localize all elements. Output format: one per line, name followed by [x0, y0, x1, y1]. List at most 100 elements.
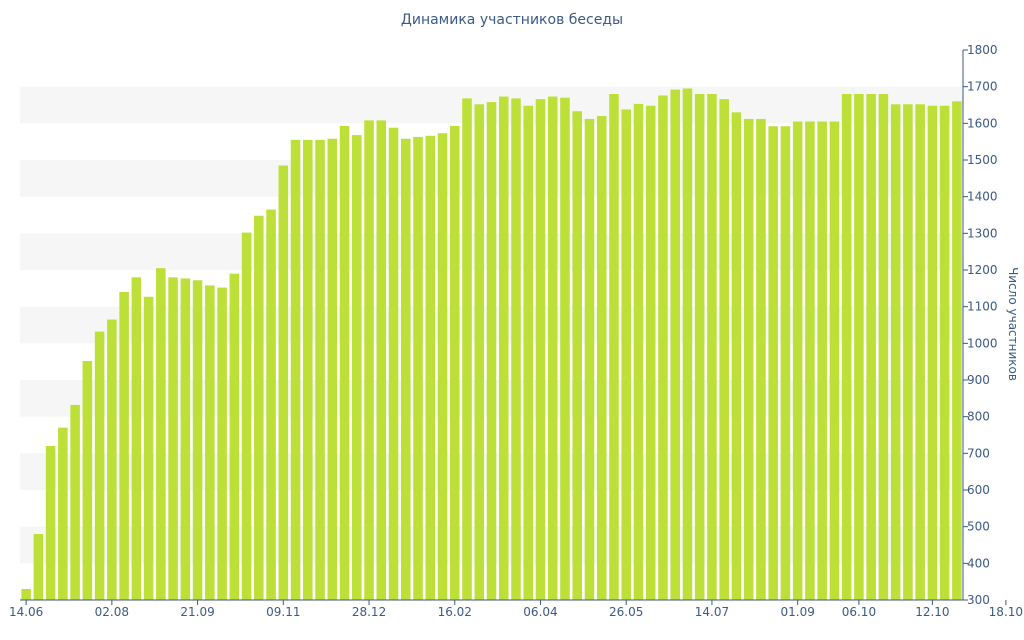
x-axis: 14.06 02.08 21.09 09.11 28.12 16.02 06.04 26.05…: [9, 599, 1023, 619]
bar[interactable]: [854, 94, 864, 600]
y-tick-label: 1500: [967, 153, 998, 167]
y-tick-label: 500: [967, 520, 990, 534]
y-tick-label: 1100: [967, 300, 998, 314]
bar[interactable]: [168, 277, 178, 600]
y-tick-label: 1800: [967, 43, 998, 57]
y-tick-label: 300: [967, 593, 990, 607]
bar[interactable]: [792, 121, 803, 601]
bar[interactable]: [780, 126, 791, 601]
bar[interactable]: [45, 446, 56, 600]
bar[interactable]: [756, 118, 766, 600]
bar[interactable]: [388, 127, 399, 600]
bar[interactable]: [498, 96, 509, 601]
bar[interactable]: [156, 268, 166, 600]
bar[interactable]: [866, 94, 876, 600]
y-tick-label: 1300: [967, 226, 998, 240]
bar[interactable]: [952, 101, 962, 600]
x-tick-label: 06.04: [523, 605, 557, 619]
bar[interactable]: [560, 97, 570, 601]
bar[interactable]: [413, 136, 423, 600]
bar[interactable]: [241, 232, 252, 600]
bar[interactable]: [743, 118, 754, 600]
bar[interactable]: [33, 534, 44, 600]
bar[interactable]: [903, 104, 913, 601]
x-tick-label: 01.09: [780, 605, 814, 619]
bar[interactable]: [707, 94, 717, 600]
bar[interactable]: [107, 319, 117, 601]
bar[interactable]: [180, 278, 191, 600]
bar[interactable]: [462, 98, 472, 601]
bar[interactable]: [547, 96, 558, 601]
x-tick-label: 16.02: [438, 605, 472, 619]
bar[interactable]: [364, 120, 374, 601]
bar[interactable]: [425, 135, 436, 601]
bar[interactable]: [82, 360, 93, 600]
bar[interactable]: [768, 126, 778, 601]
y-axis-title: Число участников: [1006, 267, 1020, 381]
bar[interactable]: [278, 165, 289, 601]
bar[interactable]: [339, 125, 350, 601]
bar[interactable]: [523, 105, 534, 600]
bar[interactable]: [817, 121, 827, 601]
bars-group: [21, 88, 962, 601]
bar[interactable]: [474, 104, 485, 601]
bar[interactable]: [658, 95, 668, 600]
bar[interactable]: [486, 102, 497, 601]
bar[interactable]: [633, 103, 644, 601]
bar[interactable]: [217, 287, 227, 600]
bar[interactable]: [58, 427, 68, 600]
x-tick-label: 21.09: [180, 605, 214, 619]
bar[interactable]: [584, 118, 595, 600]
bar[interactable]: [290, 139, 301, 601]
bar[interactable]: [927, 105, 938, 600]
bar[interactable]: [315, 139, 325, 601]
bar[interactable]: [205, 285, 215, 600]
x-tick-label: 06.10: [842, 605, 876, 619]
bar[interactable]: [437, 133, 448, 600]
bar[interactable]: [94, 331, 105, 600]
bar[interactable]: [878, 94, 889, 600]
bar[interactable]: [609, 94, 619, 600]
bar[interactable]: [621, 109, 631, 601]
bar[interactable]: [805, 121, 815, 601]
bar[interactable]: [449, 125, 460, 601]
bar[interactable]: [841, 94, 852, 600]
bar[interactable]: [719, 99, 729, 600]
bar[interactable]: [192, 280, 203, 600]
bar[interactable]: [21, 589, 31, 600]
bar[interactable]: [829, 121, 840, 601]
bar[interactable]: [682, 88, 693, 601]
y-tick-label: 1200: [967, 263, 998, 277]
y-tick-label: 1400: [967, 190, 998, 204]
bar[interactable]: [131, 277, 142, 600]
bar[interactable]: [229, 273, 240, 600]
bar[interactable]: [645, 105, 656, 600]
y-tick-label: 400: [967, 556, 990, 570]
bar[interactable]: [694, 94, 705, 600]
bar[interactable]: [572, 111, 583, 600]
bar[interactable]: [352, 135, 362, 601]
bar[interactable]: [119, 292, 129, 600]
bar[interactable]: [376, 120, 387, 601]
x-tick-label: 28.12: [352, 605, 386, 619]
x-tick-label: 12.10: [915, 605, 949, 619]
bar[interactable]: [939, 105, 950, 600]
bar[interactable]: [535, 99, 546, 600]
bar[interactable]: [915, 104, 925, 601]
bar[interactable]: [303, 139, 313, 601]
bar[interactable]: [596, 116, 607, 600]
y-tick-label: 1000: [967, 336, 998, 350]
bar[interactable]: [511, 98, 521, 601]
bar[interactable]: [731, 112, 742, 600]
bar[interactable]: [670, 89, 680, 600]
bar[interactable]: [266, 209, 276, 601]
bar[interactable]: [890, 104, 901, 601]
x-tick-label: 26.05: [609, 605, 643, 619]
bar[interactable]: [70, 404, 80, 600]
bar[interactable]: [400, 138, 411, 600]
bar[interactable]: [327, 138, 338, 600]
bar[interactable]: [143, 296, 154, 600]
bar[interactable]: [254, 215, 264, 600]
x-tick-label: 14.07: [695, 605, 729, 619]
